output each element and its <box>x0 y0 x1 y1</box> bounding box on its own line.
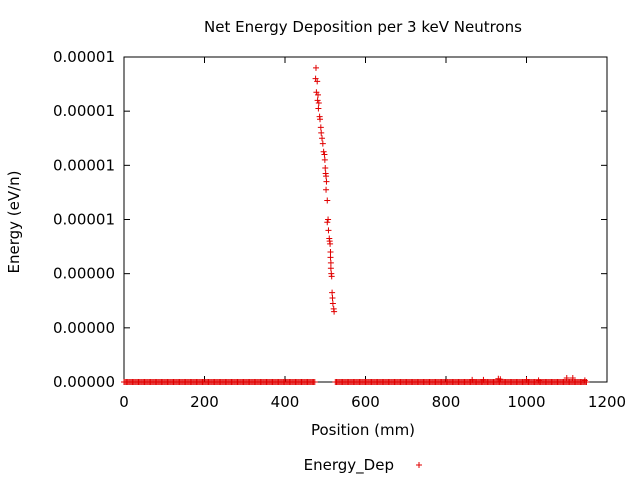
x-tick-label: 1200 <box>588 393 626 411</box>
data-point <box>327 240 334 247</box>
y-tick-label: 0.00000 <box>53 265 115 283</box>
data-point <box>321 151 328 158</box>
x-axis: 0 200 400 600 800 1000 1200 <box>119 57 626 411</box>
data-point <box>523 376 530 383</box>
data-point <box>569 374 576 381</box>
data-point <box>317 116 324 123</box>
legend-marker-symbol <box>416 462 422 468</box>
data-point <box>329 295 336 302</box>
data-point <box>329 289 336 296</box>
data-point <box>325 216 332 223</box>
legend-marker <box>416 462 422 468</box>
data-point <box>327 249 334 255</box>
data-point <box>315 91 322 98</box>
y-axis: 0.00000 0.00000 0.00000 0.00001 0.00001 0.000… <box>53 48 607 391</box>
y-tick-label: 0.00001 <box>53 48 115 66</box>
data-point <box>324 219 331 226</box>
y-tick-label: 0.00001 <box>53 211 115 229</box>
data-point <box>535 377 542 384</box>
y-tick-label: 0.00000 <box>53 319 115 337</box>
legend-label: Energy_Dep <box>304 456 394 475</box>
x-tick-label: 400 <box>271 393 300 411</box>
data-point <box>322 165 329 172</box>
x-axis-label: Position (mm) <box>311 421 415 439</box>
y-tick-label: 0.00001 <box>53 156 115 174</box>
data-point <box>329 300 336 307</box>
data-point <box>314 97 321 104</box>
data-point <box>563 374 570 381</box>
data-point <box>327 259 334 266</box>
data-point <box>319 140 326 147</box>
data-point <box>331 308 338 315</box>
x-tick-label: 600 <box>351 393 380 411</box>
data-point <box>328 273 335 280</box>
data-point <box>314 78 321 85</box>
data-point <box>324 197 331 204</box>
data-point <box>327 265 334 272</box>
data-point <box>311 379 318 385</box>
data-point <box>497 376 504 383</box>
data-point <box>323 173 330 180</box>
x-tick-label: 1000 <box>507 393 545 411</box>
data-point <box>327 254 334 261</box>
x-tick-label: 200 <box>190 393 219 411</box>
x-tick-label: 800 <box>432 393 461 411</box>
data-point <box>581 377 588 384</box>
x-tick-label: 0 <box>119 393 129 411</box>
data-point <box>323 186 330 193</box>
data-point <box>469 376 476 383</box>
data-point <box>319 135 326 142</box>
data-point <box>323 178 330 185</box>
y-tick-label: 0.00001 <box>53 102 115 120</box>
data-point <box>480 376 487 383</box>
legend: Energy_Dep <box>304 456 422 475</box>
y-axis-label: Energy (eV/n) <box>5 170 23 273</box>
data-point <box>318 129 325 136</box>
data-point <box>315 100 322 107</box>
data-point <box>320 148 327 155</box>
series-energy-dep <box>121 64 590 385</box>
data-point <box>317 124 324 131</box>
data-point <box>325 227 332 234</box>
y-tick-label: 0.00000 <box>53 373 115 391</box>
data-point <box>312 64 319 71</box>
data-point <box>315 105 322 112</box>
data-point <box>321 156 328 163</box>
chart-title: Net Energy Deposition per 3 keV Neutrons <box>204 18 522 36</box>
